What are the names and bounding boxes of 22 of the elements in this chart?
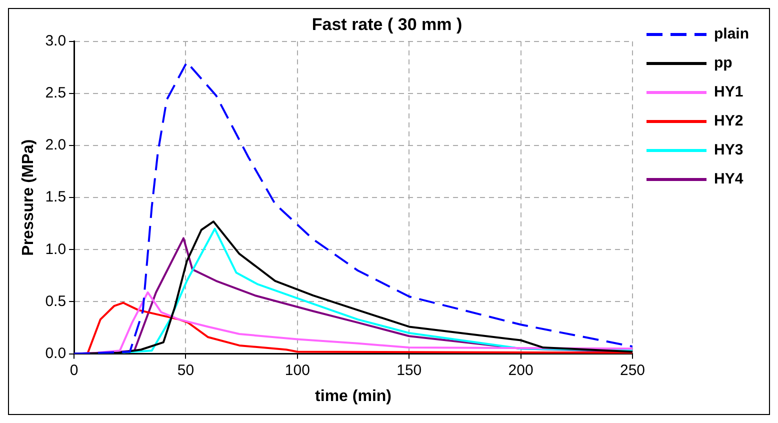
x-tick-label: 0 <box>70 362 78 379</box>
y-tick-label: 0.0 <box>45 344 66 362</box>
y-tick-label: 3.0 <box>45 32 66 50</box>
legend-label: HY4 <box>714 170 744 188</box>
y-tick-label: 2.5 <box>45 84 66 102</box>
x-tick-label: 200 <box>508 362 534 379</box>
legend-label: HY3 <box>714 142 744 159</box>
legend-label: HY1 <box>714 84 744 101</box>
x-tick-label: 250 <box>620 362 646 379</box>
y-axis-title: Pressure (MPa) <box>20 139 38 256</box>
x-axis-title: time (min) <box>315 388 392 405</box>
x-tick-label: 50 <box>177 362 194 379</box>
legend-label: HY2 <box>714 112 744 130</box>
y-tick-label: 2.0 <box>45 136 66 154</box>
legend-label: pp <box>714 54 732 72</box>
y-tick-label: 1.5 <box>45 188 66 206</box>
y-tick-label: 1.0 <box>45 240 66 258</box>
x-tick-label: 100 <box>284 362 310 379</box>
legend-label: plain <box>714 26 750 43</box>
y-tick-label: 0.5 <box>45 292 66 310</box>
chart-title: Fast rate ( 30 mm ) <box>312 14 462 34</box>
x-tick-label: 150 <box>396 362 422 379</box>
